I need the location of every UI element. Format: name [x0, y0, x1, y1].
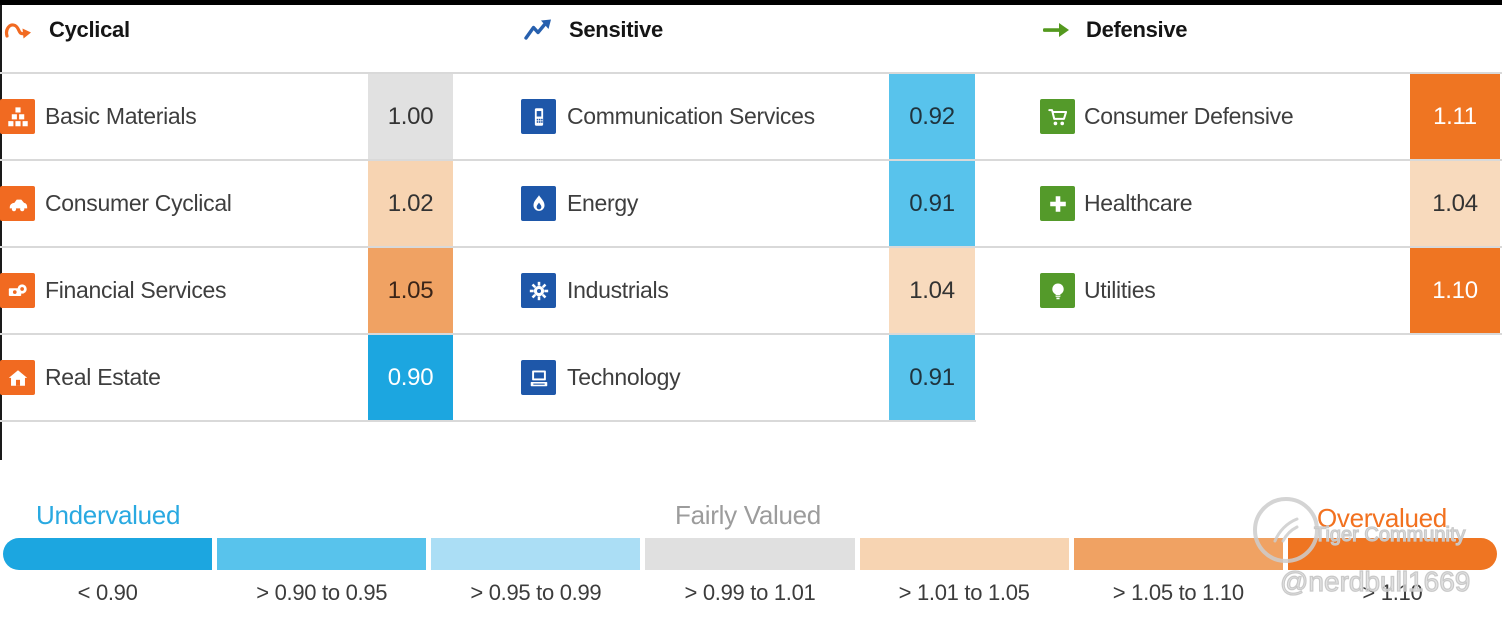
row-divider: [0, 72, 1502, 74]
supersector-header-defensive: Defensive: [1040, 13, 1188, 47]
row-divider: [0, 246, 1502, 248]
financial-services-icon: [0, 273, 35, 308]
sector-value: 1.04: [889, 248, 975, 333]
scale-range: > 0.90 to 0.95: [256, 580, 388, 605]
defensive-icon: [1040, 16, 1072, 44]
energy-icon: [521, 186, 556, 221]
sector-value: 0.92: [889, 74, 975, 159]
scale-range-labels: < 0.90 > 0.90 to 0.95 > 0.95 to 0.99 > 0…: [3, 580, 1497, 606]
basic-materials-icon: [0, 99, 35, 134]
scale-range: > 1.10: [1362, 580, 1423, 605]
sector-value: 1.04: [1410, 161, 1500, 246]
supersector-header-cyclical: Cyclical: [3, 13, 130, 47]
supersector-header-sensitive: Sensitive: [523, 13, 663, 47]
communication-services-icon: [521, 99, 556, 134]
sector-row: Basic Materials 1.00 Communication Servi…: [0, 73, 1502, 160]
sector-label: Communication Services: [567, 103, 815, 129]
utilities-icon: [1040, 273, 1075, 308]
sector-label: Technology: [567, 364, 681, 390]
scale-segment: [1073, 538, 1283, 570]
sector-label: Basic Materials: [45, 103, 197, 129]
row-divider: [0, 333, 1502, 335]
left-border: [0, 5, 2, 460]
watermark-community: Tiger Community: [1313, 523, 1466, 546]
industrials-icon: [521, 273, 556, 308]
scale-segment: [217, 538, 427, 570]
sector-value: 0.91: [889, 161, 975, 246]
sensitive-icon: [523, 16, 555, 44]
scale-range: > 0.99 to 1.01: [684, 580, 816, 605]
tiger-community-logo: [1253, 497, 1319, 563]
real-estate-icon: [0, 360, 35, 395]
undervalued-label: Undervalued: [36, 500, 181, 530]
consumer-defensive-icon: [1040, 99, 1075, 134]
sector-label: Consumer Cyclical: [45, 190, 232, 216]
scale-segment: [859, 538, 1069, 570]
scale-range: > 1.05 to 1.10: [1112, 580, 1244, 605]
sector-value: 0.91: [889, 335, 975, 420]
sector-value: 0.90: [368, 335, 453, 420]
healthcare-icon: [1040, 186, 1075, 221]
sector-label: Industrials: [567, 277, 669, 303]
fairly-valued-label: Fairly Valued: [675, 500, 821, 530]
sector-value: 1.00: [368, 74, 453, 159]
row-divider: [0, 159, 1502, 161]
sector-label: Healthcare: [1084, 190, 1193, 216]
sector-label: Consumer Defensive: [1084, 103, 1294, 129]
cyclical-icon: [3, 16, 35, 44]
sector-label: Real Estate: [45, 364, 161, 390]
sector-label: Utilities: [1084, 277, 1156, 303]
scale-range: > 0.95 to 0.99: [470, 580, 602, 605]
sector-value: 1.02: [368, 161, 453, 246]
overvalued-label: Overvalued: [1317, 503, 1447, 533]
scale-segment: [431, 538, 641, 570]
technology-icon: [521, 360, 556, 395]
sector-value: 1.10: [1410, 248, 1500, 333]
sector-row: Consumer Cyclical 1.02 Energy 0.91 Healt…: [0, 160, 1502, 247]
consumer-cyclical-icon: [0, 186, 35, 221]
sector-label: Financial Services: [45, 277, 227, 303]
scale-segment: [645, 538, 855, 570]
top-border: [0, 0, 1502, 5]
sector-value: 1.11: [1410, 74, 1500, 159]
row-divider: [0, 420, 976, 422]
supersector-label: Sensitive: [569, 17, 663, 42]
supersector-label: Defensive: [1086, 17, 1188, 42]
scale-range: > 1.01 to 1.05: [898, 580, 1030, 605]
valuation-scale-bar: [3, 538, 1497, 570]
supersector-label: Cyclical: [49, 17, 130, 42]
scale-segment: [1287, 538, 1497, 570]
sector-row: Real Estate 0.90 Technology 0.91: [0, 334, 1502, 421]
sector-row: Financial Services 1.05 Industrials 1.04…: [0, 247, 1502, 334]
scale-segment: [3, 538, 213, 570]
sector-label: Energy: [567, 190, 639, 216]
sector-value: 1.05: [368, 248, 453, 333]
watermark-handle: @nerdbull1669: [1279, 565, 1471, 597]
scale-range: < 0.90: [77, 580, 138, 605]
